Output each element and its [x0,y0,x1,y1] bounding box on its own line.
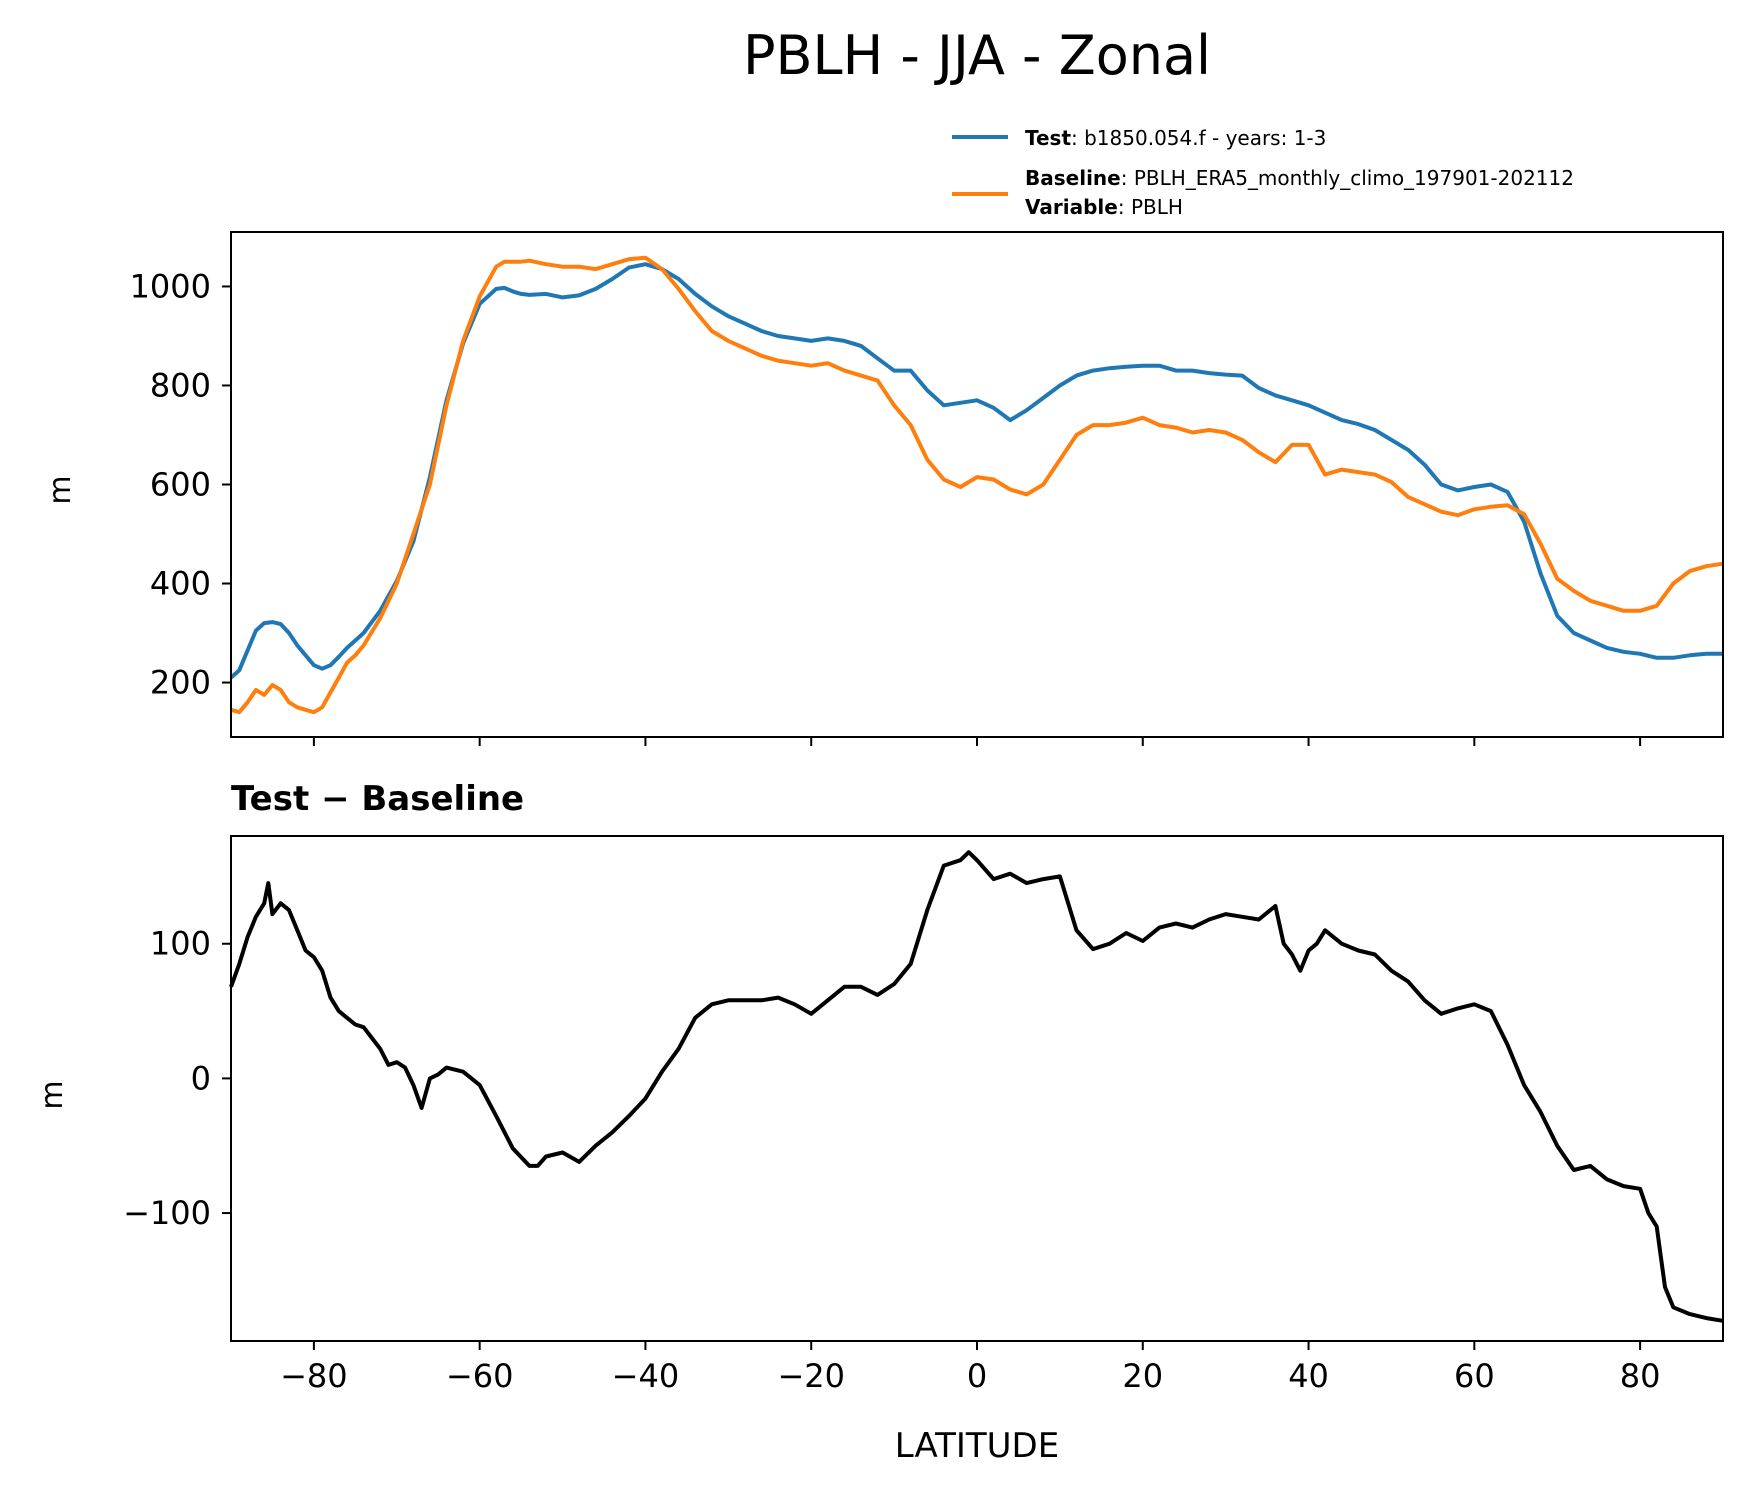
bottom-x-tick-label: 60 [1454,1357,1495,1395]
top-y-tick-label: 1000 [130,267,211,305]
bottom-series-line-difference [229,850,1724,1323]
x-axis-label: LATITUDE [895,1426,1059,1466]
bottom-x-tick-label: −40 [612,1357,680,1395]
top-panel-series [229,255,1724,715]
bottom-x-tick-label: −80 [280,1357,348,1395]
top-series-line-test [229,262,1723,680]
legend-label-test-value: : b1850.054.f - years: 1-3 [1071,126,1326,150]
bottom-panel: Test − Baseline −100 0 100 −80 −60 −40 −20 0 20… [35,779,1724,1466]
bottom-y-tick-label: −100 [123,1194,211,1232]
bottom-panel-y-ticks: −100 0 100 [123,925,231,1232]
legend-label-test: Test: b1850.054.f - years: 1-3 [1025,126,1326,150]
top-y-tick-label: 400 [150,565,211,603]
legend-label-variable-key: Variable [1025,195,1118,219]
top-panel-x-ticks [312,737,1642,746]
legend-label-baseline-value: : PBLH_ERA5_monthly_climo_197901-202112 [1121,166,1574,190]
bottom-panel-series [229,850,1724,1323]
legend-label-variable: Variable: PBLH [1025,195,1183,219]
figure-title: PBLH - JJA - Zonal [743,24,1211,87]
top-series-line-baseline [230,255,1724,715]
top-y-tick-label: 200 [150,664,211,702]
top-panel: 200 400 600 800 1000 m [43,231,1724,746]
bottom-x-tick-label: −60 [446,1357,514,1395]
legend-label-test-key: Test [1025,126,1071,150]
bottom-panel-y-axis-label: m [35,1080,70,1109]
top-panel-y-ticks: 200 400 600 800 1000 [130,267,231,702]
bottom-panel-title: Test − Baseline [231,779,524,819]
bottom-panel-x-ticks: −80 −60 −40 −20 0 20 40 60 80 [280,1341,1660,1395]
bottom-x-tick-label: −20 [777,1357,845,1395]
bottom-x-tick-label: 40 [1288,1357,1329,1395]
bottom-x-tick-label: 20 [1122,1357,1163,1395]
bottom-x-tick-label: 80 [1620,1357,1661,1395]
bottom-x-tick-label: 0 [967,1357,987,1395]
bottom-y-tick-label: 100 [150,925,211,963]
legend: Test: b1850.054.f - years: 1-3 Baseline:… [952,126,1574,219]
legend-label-variable-value: : PBLH [1118,195,1183,219]
top-panel-y-axis-label: m [43,475,78,504]
top-y-tick-label: 800 [150,366,211,404]
legend-label-baseline: Baseline: PBLH_ERA5_monthly_climo_197901… [1025,166,1574,190]
top-y-tick-label: 600 [150,466,211,504]
legend-label-baseline-key: Baseline [1025,166,1121,190]
bottom-y-tick-label: 0 [191,1059,211,1097]
